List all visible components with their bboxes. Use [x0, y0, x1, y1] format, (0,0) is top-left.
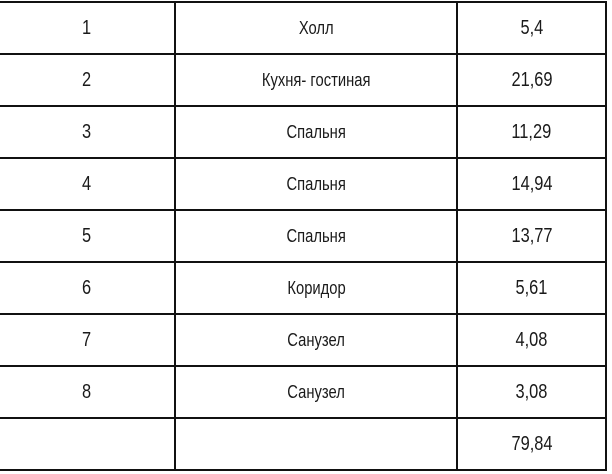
room-number: 3 [81, 120, 91, 143]
room-number: 4 [81, 172, 91, 195]
room-area-cell: 5,4 [456, 1, 607, 55]
room-number-cell: 1 [0, 1, 177, 55]
room-area: 79,84 [511, 432, 553, 455]
room-area-cell: 11,29 [456, 105, 607, 159]
room-area-cell: 4,08 [456, 313, 607, 367]
room-name-cell: Санузел [174, 365, 459, 419]
room-number: 5 [81, 224, 91, 247]
room-area-cell: 13,77 [456, 209, 607, 263]
room-name-cell: Холл [174, 1, 459, 55]
room-area: 5,61 [515, 276, 548, 299]
room-area: 4,08 [515, 328, 548, 351]
room-number-cell: 4 [0, 157, 177, 211]
room-number: 8 [81, 380, 91, 403]
room-area-cell: 79,84 [456, 417, 607, 471]
room-number: 2 [81, 68, 91, 91]
room-area-cell: 14,94 [456, 157, 607, 211]
room-number-cell: 8 [0, 365, 177, 419]
total-row: 79,84 [0, 417, 607, 471]
room-name: Кухня- гостиная [262, 69, 371, 90]
room-area-cell: 5,61 [456, 261, 607, 315]
table-row: 6 Коридор 5,61 [0, 261, 607, 315]
table-row: 8 Санузел 3,08 [0, 365, 607, 419]
table-row: 1 Холл 5,4 [0, 1, 607, 55]
room-area: 21,69 [511, 68, 553, 91]
room-name-cell: Спальня [174, 105, 459, 159]
room-area: 13,77 [511, 224, 553, 247]
room-area: 3,08 [515, 380, 548, 403]
room-name: Холл [298, 17, 334, 38]
room-number-cell: 2 [0, 53, 177, 107]
room-name: Санузел [287, 329, 346, 350]
room-name-cell: Кухня- гостиная [174, 53, 459, 107]
room-number-cell: 3 [0, 105, 177, 159]
room-number-cell: 6 [0, 261, 177, 315]
room-name-cell: Коридор [174, 261, 459, 315]
table-row: 4 Спальня 14,94 [0, 157, 607, 211]
room-number-cell: 5 [0, 209, 177, 263]
room-area: 14,94 [511, 172, 553, 195]
room-name: Спальня [286, 121, 346, 142]
room-name: Спальня [286, 225, 346, 246]
room-area-cell: 21,69 [456, 53, 607, 107]
room-number: 1 [81, 16, 91, 39]
room-name: Коридор [287, 277, 346, 298]
room-area-cell: 3,08 [456, 365, 607, 419]
room-name-cell: Спальня [174, 209, 459, 263]
table-row: 5 Спальня 13,77 [0, 209, 607, 263]
table-row: 3 Спальня 11,29 [0, 105, 607, 159]
table-row: 7 Санузел 4,08 [0, 313, 607, 367]
room-area: 11,29 [511, 120, 552, 143]
room-number-cell [0, 417, 177, 471]
room-name-cell: Спальня [174, 157, 459, 211]
room-number: 7 [81, 328, 91, 351]
table-row: 2 Кухня- гостиная 21,69 [0, 53, 607, 107]
room-name-cell [174, 417, 459, 471]
room-area: 5,4 [520, 16, 544, 39]
room-number-cell: 7 [0, 313, 177, 367]
room-name: Спальня [286, 173, 346, 194]
room-name-cell: Санузел [174, 313, 459, 367]
room-number: 6 [81, 276, 91, 299]
room-name: Санузел [287, 381, 346, 402]
